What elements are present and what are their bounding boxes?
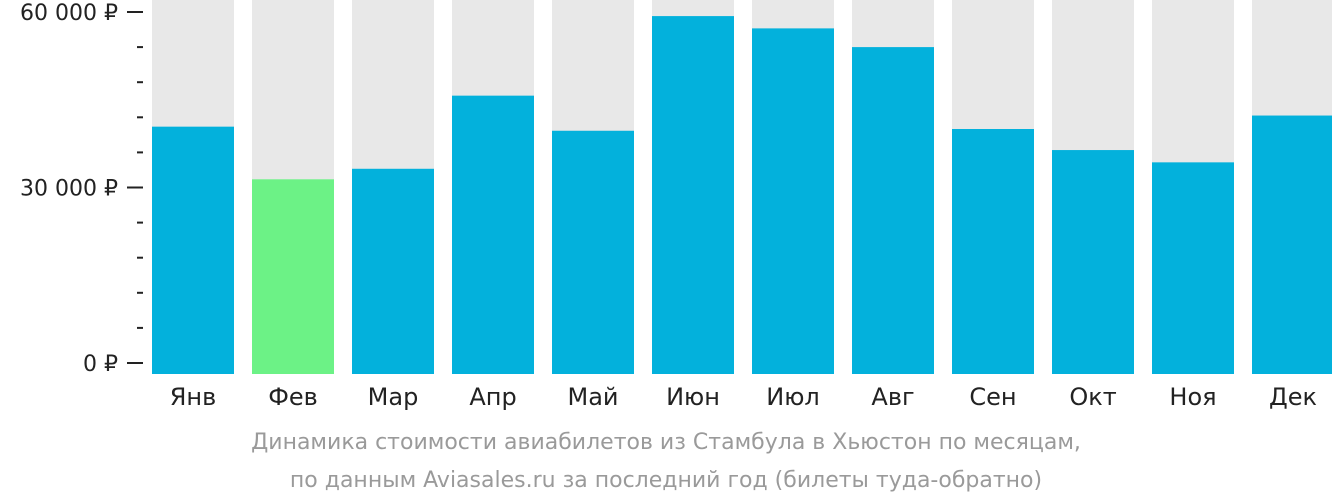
bar-3[interactable] xyxy=(352,168,434,374)
bar-11[interactable] xyxy=(1152,162,1234,374)
y-tick-label: 0 ₽ xyxy=(83,352,118,377)
x-tick-label: Дек xyxy=(1269,383,1317,411)
bar-9[interactable] xyxy=(952,129,1034,374)
y-tick-label: 30 000 ₽ xyxy=(20,177,118,202)
x-tick-label: Сен xyxy=(969,383,1016,411)
x-tick-label: Фев xyxy=(268,383,318,411)
bar-6[interactable] xyxy=(652,16,734,374)
bar-1[interactable] xyxy=(152,126,234,374)
chart-caption-line-1: Динамика стоимости авиабилетов из Стамбу… xyxy=(251,430,1081,455)
x-tick-label: Ноя xyxy=(1169,383,1216,411)
x-tick-label: Июн xyxy=(666,383,720,411)
x-axis-labels: Янв Фев Мар Апр Май Июн Июл Авг Сен Окт Ноя Дек xyxy=(170,383,1317,411)
x-tick-label: Июл xyxy=(766,383,820,411)
bars-group xyxy=(152,0,1332,375)
bar-2[interactable] xyxy=(252,179,334,374)
x-tick-label: Май xyxy=(567,383,618,411)
chart-caption-line-2: по данным Aviasales.ru за последний год … xyxy=(289,468,1043,493)
y-axis: 0 ₽ 30 000 ₽ 60 000 ₽ xyxy=(20,1,143,377)
bar-12[interactable] xyxy=(1252,115,1332,375)
x-tick-label: Мар xyxy=(368,383,419,411)
x-tick-label: Янв xyxy=(170,383,217,411)
bar-7[interactable] xyxy=(752,28,834,374)
bar-5[interactable] xyxy=(552,130,634,374)
x-tick-label: Окт xyxy=(1069,383,1116,411)
bar-10[interactable] xyxy=(1052,150,1134,374)
x-tick-label: Авг xyxy=(871,383,914,411)
bar-8[interactable] xyxy=(852,47,934,374)
y-tick-label: 60 000 ₽ xyxy=(20,1,118,26)
bar-4[interactable] xyxy=(452,95,534,374)
x-tick-label: Апр xyxy=(469,383,516,411)
